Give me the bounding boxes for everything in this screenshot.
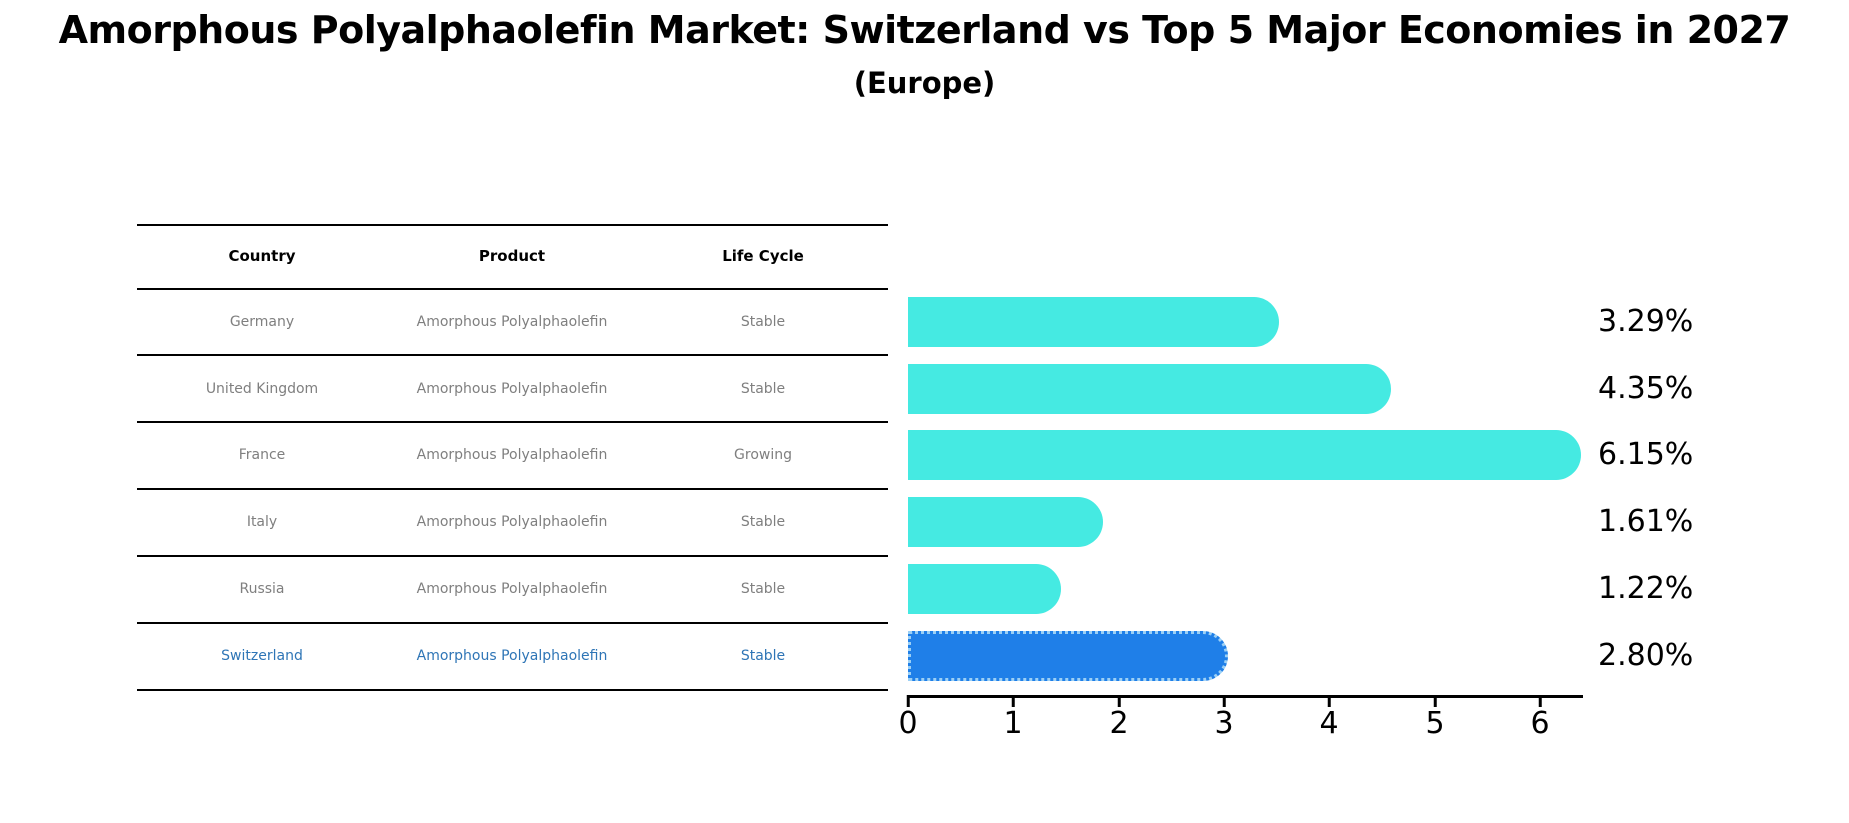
cell-country: Italy bbox=[246, 514, 278, 530]
x-axis-tick bbox=[1538, 695, 1542, 707]
x-axis-tick-label: 0 bbox=[898, 706, 918, 741]
column-header-country: Country bbox=[228, 247, 296, 265]
value-label: 4.35% bbox=[1598, 371, 1694, 406]
cell-lifecycle: Stable bbox=[740, 381, 786, 397]
cell-product: Amorphous Polyalphaolefin bbox=[416, 648, 608, 664]
x-axis-tick bbox=[1011, 695, 1015, 707]
table-rule bbox=[137, 622, 888, 624]
column-header-product: Product bbox=[478, 247, 546, 265]
table-rule bbox=[137, 488, 888, 490]
value-label: 6.15% bbox=[1598, 437, 1694, 472]
cell-product: Amorphous Polyalphaolefin bbox=[416, 314, 608, 330]
value-label: 3.29% bbox=[1598, 304, 1694, 339]
x-axis-tick-label: 2 bbox=[1109, 706, 1129, 741]
cell-product: Amorphous Polyalphaolefin bbox=[416, 381, 608, 397]
x-axis-tick bbox=[906, 695, 910, 707]
table-rule bbox=[137, 689, 888, 691]
cell-country: Switzerland bbox=[221, 648, 303, 664]
table-rule bbox=[137, 354, 888, 356]
cell-country: United Kingdom bbox=[205, 381, 319, 397]
table-rule bbox=[137, 555, 888, 557]
table-rule bbox=[137, 421, 888, 423]
x-axis-tick bbox=[1433, 695, 1437, 707]
value-label: 1.61% bbox=[1598, 504, 1694, 539]
value-label: 1.22% bbox=[1598, 571, 1694, 606]
x-axis-tick-label: 3 bbox=[1214, 706, 1234, 741]
bar-italy bbox=[908, 497, 1103, 547]
x-axis-tick bbox=[1222, 695, 1226, 707]
x-axis-tick bbox=[1117, 695, 1121, 707]
cell-product: Amorphous Polyalphaolefin bbox=[416, 514, 608, 530]
cell-product: Amorphous Polyalphaolefin bbox=[416, 447, 608, 463]
cell-lifecycle: Stable bbox=[740, 648, 786, 664]
bar-switzerland bbox=[908, 631, 1228, 681]
cell-product: Amorphous Polyalphaolefin bbox=[416, 581, 608, 597]
x-axis-tick-label: 5 bbox=[1425, 706, 1445, 741]
value-label: 2.80% bbox=[1598, 638, 1694, 673]
column-header-lifecycle: Life Cycle bbox=[722, 247, 804, 265]
cell-country: France bbox=[238, 447, 286, 463]
table-rule bbox=[137, 224, 888, 226]
bar-france bbox=[908, 430, 1581, 480]
cell-lifecycle: Stable bbox=[740, 581, 786, 597]
chart-subtitle: (Europe) bbox=[853, 66, 996, 100]
bar-russia bbox=[908, 564, 1062, 614]
x-axis-tick bbox=[1327, 695, 1331, 707]
x-axis-tick-label: 4 bbox=[1319, 706, 1339, 741]
x-axis-line bbox=[908, 695, 1583, 698]
bar-united-kingdom bbox=[908, 364, 1392, 414]
chart-title: Amorphous Polyalphaolefin Market: Switze… bbox=[58, 8, 1791, 52]
cell-country: Germany bbox=[229, 314, 295, 330]
cell-lifecycle: Stable bbox=[740, 514, 786, 530]
x-axis-tick-label: 6 bbox=[1530, 706, 1550, 741]
cell-lifecycle: Stable bbox=[740, 314, 786, 330]
cell-lifecycle: Growing bbox=[734, 447, 792, 463]
bar-germany bbox=[908, 297, 1280, 347]
x-axis-tick-label: 1 bbox=[1003, 706, 1023, 741]
cell-country: Russia bbox=[239, 581, 285, 597]
table-rule bbox=[137, 288, 888, 290]
